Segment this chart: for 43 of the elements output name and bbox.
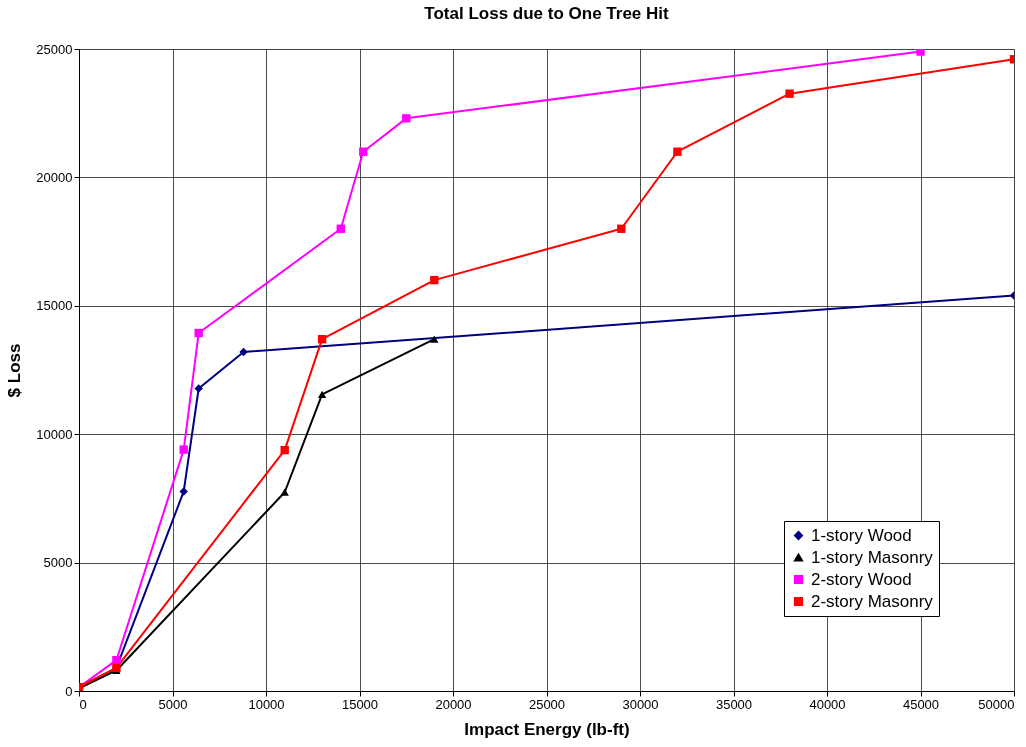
chart-title: Total Loss due to One Tree Hit bbox=[424, 4, 669, 23]
x-tick-label: 40000 bbox=[809, 696, 846, 712]
x-tick-label: 10000 bbox=[248, 696, 285, 712]
point bbox=[179, 445, 188, 454]
legend-label: 1-story Masonry bbox=[811, 547, 934, 567]
x-tick-label: 30000 bbox=[622, 696, 659, 712]
point bbox=[785, 89, 794, 98]
point bbox=[280, 488, 289, 496]
x-tick-label: 25000 bbox=[528, 696, 566, 712]
point bbox=[239, 347, 248, 357]
point bbox=[359, 147, 368, 156]
point bbox=[179, 487, 188, 496]
legend-label: 1-story Wood bbox=[811, 525, 912, 545]
point bbox=[430, 275, 439, 285]
point bbox=[112, 656, 121, 665]
legend-label: 2-story Wood bbox=[811, 569, 912, 589]
x-tick-label: 35000 bbox=[715, 696, 753, 712]
y-tick-label: 0 bbox=[65, 683, 73, 699]
y-tick-label: 20000 bbox=[36, 169, 73, 185]
point bbox=[430, 335, 439, 343]
x-tick-label: 15000 bbox=[341, 696, 379, 712]
point bbox=[916, 49, 925, 56]
x-tick-label: 20000 bbox=[435, 696, 472, 712]
point bbox=[617, 224, 626, 233]
point bbox=[194, 328, 203, 338]
point bbox=[402, 114, 411, 123]
point bbox=[280, 445, 289, 455]
point bbox=[317, 390, 327, 399]
point bbox=[673, 147, 682, 156]
y-axis-title: $ Loss bbox=[5, 343, 25, 398]
x-tick-label: 45000 bbox=[902, 696, 940, 712]
x-tick-label: 5000 bbox=[158, 696, 188, 712]
legend-label: 2-story Masonry bbox=[811, 591, 934, 611]
point bbox=[336, 224, 345, 233]
x-tick-label: 50000 bbox=[978, 696, 1015, 712]
y-tick-label: 5000 bbox=[43, 555, 73, 571]
x-tick-label: 0 bbox=[79, 696, 87, 712]
x-axis-title: Impact Energy (lb-ft) bbox=[464, 719, 630, 739]
point bbox=[317, 335, 327, 344]
y-tick-label: 25000 bbox=[36, 41, 73, 57]
point bbox=[194, 384, 203, 393]
y-tick-label: 15000 bbox=[36, 298, 73, 314]
y-tick-label: 10000 bbox=[36, 426, 73, 442]
